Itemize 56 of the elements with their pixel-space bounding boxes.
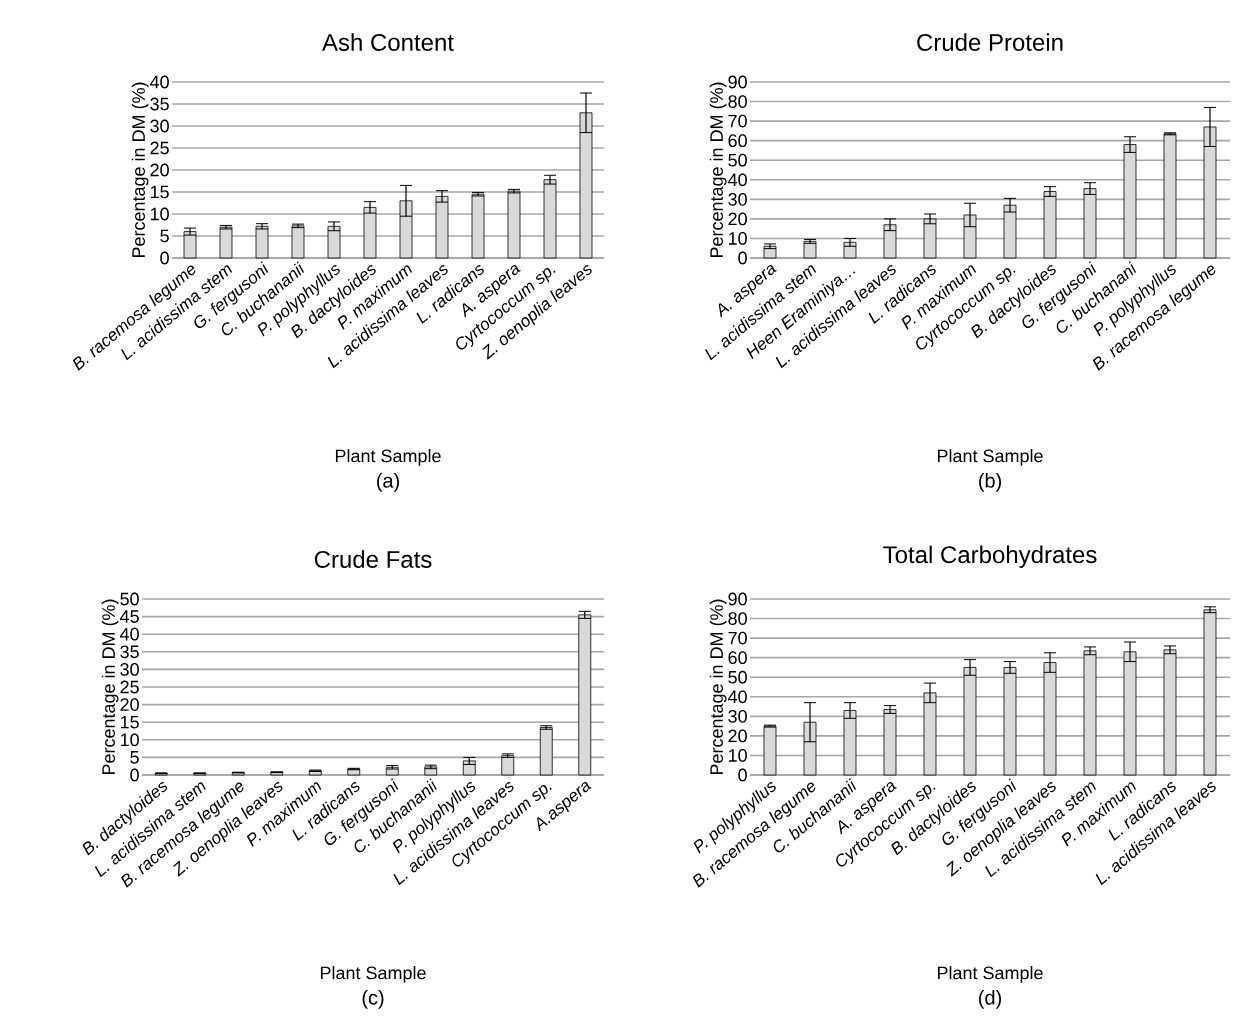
y-tick-label: 30 [150,119,169,133]
y-tick-label: 10 [120,733,139,747]
y-tick-label: 0 [738,251,747,265]
y-tick-label: 90 [728,592,747,606]
y-tick-label: 40 [727,173,747,187]
text: (a) [377,473,399,492]
text: (b) [979,473,1001,492]
text: (c) [362,990,384,1009]
y-tick-label: 30 [728,709,747,723]
y-tick-label: 20 [728,212,747,226]
y-tick-label: 5 [160,229,169,243]
chart-title: Crude Fats [314,550,432,568]
y-tick-label: 20 [120,698,139,711]
y-tick-label: 60 [728,134,747,148]
chart-title: Ash Content [321,33,454,51]
y-tick-label: 25 [120,680,139,694]
text: (d) [979,990,1001,1009]
y-tick-label: 0 [160,251,169,265]
y-tick-label: 10 [728,749,747,762]
y-tick-label: 90 [728,75,747,89]
y-tick-label: 30 [728,192,747,206]
x-axis-title: Plant Sample [937,449,1043,466]
y-tick-label: 0 [738,768,747,782]
y-tick-label: 45 [119,610,139,623]
y-tick-label: 15 [120,715,139,729]
y-tick-label: 40 [727,690,747,704]
chart-title: Crude Protein [917,33,1063,51]
y-tick-label: 70 [728,114,747,128]
y-tick-label: 15 [150,185,169,199]
y-tick-label: 20 [728,729,747,743]
y-tick-label: 40 [119,627,139,641]
y-tick-label: 60 [728,651,747,665]
y-tick-label: 10 [150,207,169,221]
x-axis-title: Plant Sample [335,449,441,466]
y-axis-title: Percentage in DM (%) [709,82,727,258]
y-tick-label: 80 [728,612,747,625]
y-tick-label: 50 [728,670,747,684]
y-tick-label: 5 [130,751,139,764]
y-tick-label: 80 [728,95,747,108]
y-axis-title: Percentage in DM (%) [709,599,727,775]
y-axis-title: Percentage in DM (%) [131,82,149,258]
y-tick-label: 50 [728,153,747,167]
x-axis-title: Plant Sample [937,966,1043,983]
y-tick-label: 30 [120,663,139,676]
y-tick-label: 25 [150,141,169,155]
y-tick-label: 35 [120,645,139,659]
y-tick-label: 20 [150,163,169,177]
x-axis-title: Plant Sample [320,966,426,983]
y-tick-label: 35 [150,97,169,111]
y-tick-label: 50 [120,592,139,606]
y-tick-label: 0 [130,768,139,782]
chart-title: Total Carbohydrates [883,545,1097,568]
y-tick-label: 70 [728,631,747,645]
y-tick-label: 10 [728,232,747,245]
y-tick-label: 40 [149,75,169,89]
y-axis-title: Percentage in DM (%) [101,599,119,775]
